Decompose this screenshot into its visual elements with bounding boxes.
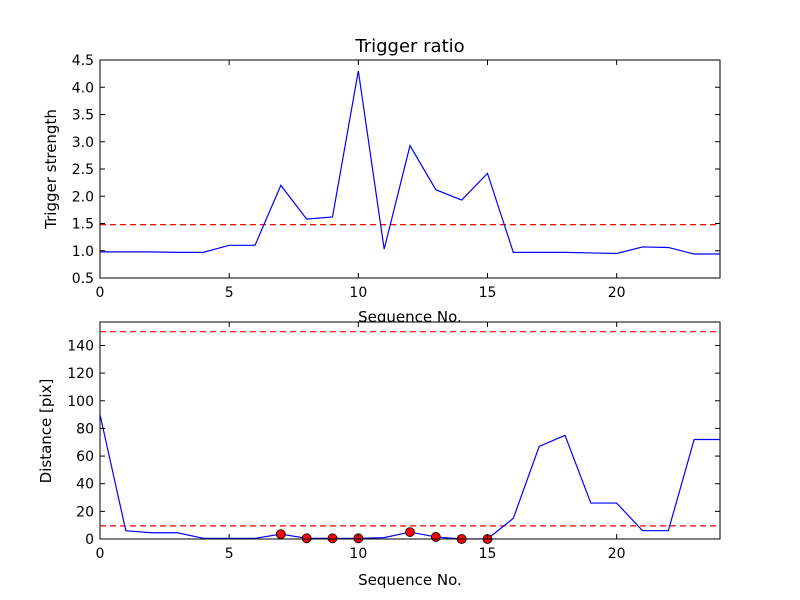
data-point-marker	[275, 529, 286, 540]
y-tick-label: 40	[76, 477, 94, 493]
data-point-marker	[405, 527, 415, 537]
y-tick-label: 80	[76, 421, 94, 437]
y-tick-label: 4.0	[72, 80, 94, 96]
plot-area	[100, 60, 720, 278]
trigger-ratio-subplot: Trigger ratio Sequence No. Trigger stren…	[42, 36, 721, 326]
y-tick-label: 3.5	[72, 108, 94, 124]
y-tick-label: 3.0	[72, 135, 94, 151]
data-point-marker	[327, 533, 338, 544]
x-tick-label: 0	[96, 546, 105, 562]
x-tick-label: 5	[225, 546, 234, 562]
x-tick-label: 5	[225, 285, 234, 301]
x-tick-label: 10	[349, 285, 367, 301]
data-point-marker	[301, 533, 312, 544]
y-axis-label: Trigger strength	[42, 109, 60, 230]
y-tick-label: 60	[76, 449, 94, 465]
y-tick-label: 140	[67, 338, 94, 354]
y-tick-label: 1.0	[72, 244, 94, 260]
y-tick-label: 20	[76, 504, 94, 520]
y-tick-label: 100	[67, 394, 94, 410]
x-tick-label: 20	[608, 285, 626, 301]
y-tick-label: 0.5	[72, 271, 94, 287]
x-tick-label: 15	[479, 285, 497, 301]
chart-title: Trigger ratio	[354, 36, 464, 57]
x-tick-label: 10	[349, 546, 367, 562]
y-tick-label: 2.5	[72, 162, 94, 178]
series-line	[100, 70, 720, 255]
y-tick-label: 0	[85, 532, 94, 548]
x-tick-label: 20	[608, 546, 626, 562]
axes-frame	[99, 321, 721, 540]
y-tick-label: 2.0	[72, 189, 94, 205]
plot-area	[100, 322, 720, 539]
y-tick-label: 1.5	[72, 217, 94, 233]
x-tick-label: 15	[479, 546, 497, 562]
x-tick-label: 0	[96, 285, 105, 301]
data-point-marker	[430, 532, 441, 542]
axes-frame	[99, 59, 721, 279]
y-tick-label: 120	[67, 366, 94, 382]
distance-subplot: Sequence No. Distance [pix] 0 5 10 15 20 0 20 4…	[37, 321, 721, 589]
y-axis-label: Distance [pix]	[37, 379, 55, 484]
y-tick-label: 4.5	[72, 53, 94, 69]
x-axis-label: Sequence No.	[358, 571, 462, 589]
